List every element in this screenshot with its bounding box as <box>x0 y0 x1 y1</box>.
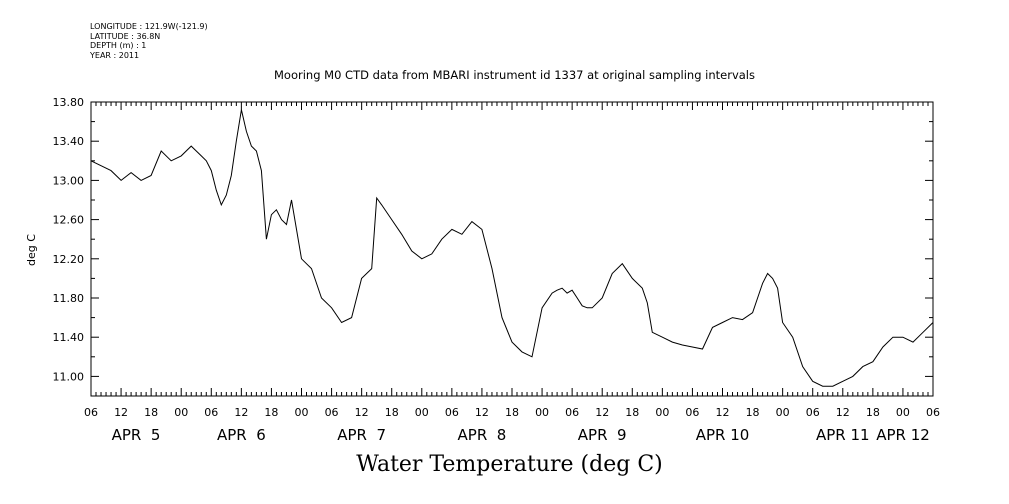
y-tick-label: 12.20 <box>53 253 85 266</box>
day-label: APR 9 <box>578 426 627 444</box>
x-tick-label: 06 <box>806 406 820 419</box>
y-tick-label: 12.60 <box>53 214 85 227</box>
chart-title: Mooring M0 CTD data from MBARI instrumen… <box>274 68 755 82</box>
station-metadata: LONGITUDE : 121.9W(-121.9) LATITUDE : 36… <box>90 22 208 60</box>
y-tick-label: 13.40 <box>53 135 85 148</box>
x-tick-label: 12 <box>355 406 369 419</box>
x-tick-label: 00 <box>415 406 429 419</box>
depth-label: DEPTH (m) : 1 <box>90 41 147 50</box>
year-label: YEAR : 2011 <box>90 50 140 60</box>
x-tick-label: 00 <box>896 406 910 419</box>
y-tick-label: 13.00 <box>53 174 85 187</box>
x-tick-label: 12 <box>234 406 248 419</box>
y-tick-label: 11.80 <box>53 292 85 305</box>
latitude-label: LATITUDE : 36.8N <box>90 31 161 41</box>
x-tick-label: 18 <box>385 406 399 419</box>
x-tick-label: 00 <box>655 406 669 419</box>
x-tick-label: 18 <box>144 406 158 419</box>
x-tick-label: 18 <box>505 406 519 419</box>
day-label: APR 12 <box>876 426 930 444</box>
day-label: APR 7 <box>337 426 386 444</box>
x-tick-label: 06 <box>685 406 699 419</box>
day-label: APR 5 <box>112 426 161 444</box>
x-tick-label: 00 <box>174 406 188 419</box>
x-tick-label: 00 <box>295 406 309 419</box>
day-label: APR 11 <box>816 426 870 444</box>
x-tick-label: 12 <box>475 406 489 419</box>
x-tick-label: 18 <box>746 406 760 419</box>
water-temperature-line <box>90 109 934 387</box>
x-tick-label: 12 <box>114 406 128 419</box>
x-tick-label: 06 <box>445 406 459 419</box>
x-tick-label: 06 <box>926 406 940 419</box>
x-tick-label: 00 <box>535 406 549 419</box>
x-tick-label: 18 <box>625 406 639 419</box>
y-tick-label: 13.80 <box>53 96 85 109</box>
y-tick-label: 11.00 <box>53 370 85 383</box>
x-tick-label: 12 <box>595 406 609 419</box>
day-label: APR 8 <box>458 426 507 444</box>
x-tick-label: 00 <box>776 406 790 419</box>
x-tick-label: 12 <box>836 406 850 419</box>
x-tick-label: 12 <box>716 406 730 419</box>
day-axis: APR 5 APR 6 APR 7 APR 8 APR 9 APR 10 APR 11 APR… <box>112 426 930 444</box>
x-axis: 06 12 18 00 06 12 18 00 06 12 18 00 06 12 18 00 06 12 18 00… <box>84 102 940 419</box>
x-axis-title: Water Temperature (deg C) <box>356 452 663 477</box>
day-label: APR 6 <box>217 426 266 444</box>
x-tick-label: 06 <box>565 406 579 419</box>
x-tick-label: 06 <box>204 406 218 419</box>
x-tick-label: 06 <box>84 406 98 419</box>
y-tick-label: 11.40 <box>53 331 85 344</box>
y-axis-label: deg C <box>25 234 38 266</box>
day-label: APR 10 <box>696 426 750 444</box>
x-tick-label: 18 <box>866 406 880 419</box>
longitude-label: LONGITUDE : 121.9W(-121.9) <box>90 22 208 31</box>
plot-frame <box>90 101 934 397</box>
y-axis: 13.80 13.40 13.00 12.60 12.20 11.80 11.40 11.00 <box>53 96 933 383</box>
x-tick-label: 06 <box>325 406 339 419</box>
x-tick-label: 18 <box>264 406 278 419</box>
